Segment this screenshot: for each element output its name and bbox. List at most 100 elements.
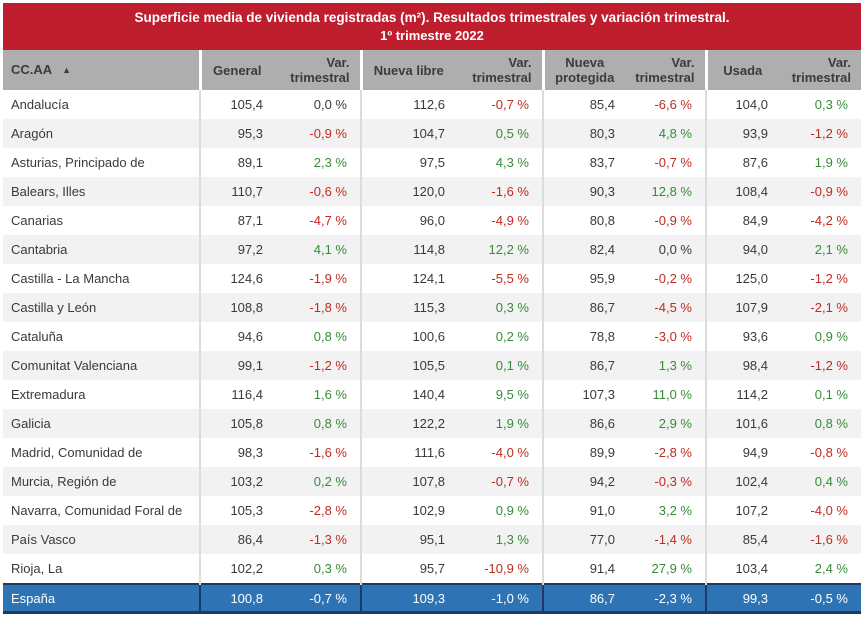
- cell-var-nueva-libre: 0,2 %: [455, 322, 543, 351]
- table-row: Canarias 87,1 -4,7 % 96,0 -4,9 % 80,8 -0,9 % 84…: [3, 206, 861, 235]
- cell-var-usada: 1,9 %: [778, 148, 861, 177]
- cell-nueva-libre: 114,8: [360, 235, 455, 264]
- column-header-nueva-protegida[interactable]: Nueva protegida: [541, 50, 625, 90]
- cell-nueva-protegida: 86,7: [542, 583, 625, 614]
- table-row: Cantabria 97,2 4,1 % 114,8 12,2 % 82,4 0,0 % 94…: [3, 235, 861, 264]
- region-name: Comunitat Valenciana: [3, 351, 200, 380]
- cell-general: 86,4: [199, 525, 273, 554]
- cell-var-general: 1,6 %: [273, 380, 361, 409]
- cell-var-nueva-protegida: -0,7 %: [625, 148, 706, 177]
- cell-nueva-protegida: 80,8: [542, 206, 625, 235]
- column-header-general[interactable]: General: [198, 50, 273, 90]
- cell-nueva-protegida: 77,0: [542, 525, 625, 554]
- cell-general: 94,6: [199, 322, 273, 351]
- cell-var-nueva-protegida: 27,9 %: [625, 554, 706, 584]
- cell-general: 102,2: [199, 554, 273, 584]
- cell-var-usada: 0,8 %: [778, 409, 861, 438]
- cell-general: 99,1: [199, 351, 273, 380]
- cell-var-nueva-protegida: 11,0 %: [625, 380, 706, 409]
- cell-var-nueva-protegida: 1,3 %: [625, 351, 706, 380]
- cell-var-usada: 0,1 %: [778, 380, 861, 409]
- cell-var-general: -2,8 %: [273, 496, 361, 525]
- region-name: Canarias: [3, 206, 200, 235]
- cell-var-nueva-protegida: -4,5 %: [625, 293, 706, 322]
- cell-var-usada: -4,0 %: [778, 496, 861, 525]
- cell-nueva-libre: 109,3: [360, 583, 455, 614]
- cell-usada: 107,9: [705, 293, 778, 322]
- region-name: Rioja, La: [3, 554, 200, 584]
- cell-nueva-libre: 95,7: [360, 554, 455, 584]
- cell-general: 97,2: [199, 235, 273, 264]
- table-body: Andalucía 105,4 0,0 % 112,6 -0,7 % 85,4 -6,6 %…: [3, 90, 861, 614]
- cell-var-nueva-protegida: 0,0 %: [625, 235, 706, 264]
- cell-nueva-protegida: 80,3: [542, 119, 625, 148]
- cell-nueva-protegida: 95,9: [542, 264, 625, 293]
- column-header-var-usada[interactable]: Var. trimestral: [778, 50, 861, 90]
- region-name: Murcia, Región de: [3, 467, 200, 496]
- cell-var-general: 4,1 %: [273, 235, 361, 264]
- cell-var-general: -0,6 %: [273, 177, 361, 206]
- cell-var-usada: -1,2 %: [778, 264, 861, 293]
- cell-var-usada: -1,2 %: [778, 119, 861, 148]
- column-header-row: CC.AA ▲ General Var. trimestral Nueva lib…: [3, 50, 861, 90]
- table-row: Galicia 105,8 0,8 % 122,2 1,9 % 86,6 2,9 % 101,…: [3, 409, 861, 438]
- cell-general: 105,8: [199, 409, 273, 438]
- cell-nueva-libre: 97,5: [360, 148, 455, 177]
- table-row: Rioja, La 102,2 0,3 % 95,7 -10,9 % 91,4 27,9 %…: [3, 554, 861, 584]
- table-row: Aragón 95,3 -0,9 % 104,7 0,5 % 80,3 4,8 % 93,9-…: [3, 119, 861, 148]
- cell-nueva-libre: 112,6: [360, 90, 455, 119]
- cell-nueva-libre: 104,7: [360, 119, 455, 148]
- cell-var-general: 0,0 %: [273, 90, 361, 119]
- region-name: Cataluña: [3, 322, 200, 351]
- cell-usada: 87,6: [705, 148, 778, 177]
- cell-var-general: -0,9 %: [273, 119, 361, 148]
- cell-general: 105,4: [199, 90, 273, 119]
- cell-nueva-libre: 120,0: [360, 177, 455, 206]
- cell-var-general: -1,6 %: [273, 438, 361, 467]
- cell-general: 116,4: [199, 380, 273, 409]
- cell-var-nueva-protegida: -2,8 %: [625, 438, 706, 467]
- region-name: Castilla - La Mancha: [3, 264, 200, 293]
- cell-nueva-protegida: 94,2: [542, 467, 625, 496]
- cell-nueva-protegida: 82,4: [542, 235, 625, 264]
- column-header-nueva-libre[interactable]: Nueva libre: [359, 50, 455, 90]
- table-row: Castilla - La Mancha 124,6 -1,9 % 124,1 -5,5…: [3, 264, 861, 293]
- cell-general: 95,3: [199, 119, 273, 148]
- cell-var-usada: 0,3 %: [778, 90, 861, 119]
- column-header-var-nueva-libre[interactable]: Var. trimestral: [455, 50, 543, 90]
- cell-var-usada: -0,8 %: [778, 438, 861, 467]
- cell-usada: 94,0: [705, 235, 778, 264]
- cell-nueva-protegida: 83,7: [542, 148, 625, 177]
- cell-general: 100,8: [199, 583, 273, 614]
- region-name: Asturias, Principado de: [3, 148, 200, 177]
- total-row-espana: España 100,8 -0,7 % 109,3 -1,0 % 86,7 -2,3 % 99…: [3, 583, 861, 614]
- cell-var-nueva-libre: -0,7 %: [455, 467, 543, 496]
- cell-var-general: 0,8 %: [273, 409, 361, 438]
- region-name: Castilla y León: [3, 293, 200, 322]
- table-row: Balears, Illes 110,7 -0,6 % 120,0 -1,6 % 90,3…: [3, 177, 861, 206]
- cell-nueva-protegida: 90,3: [542, 177, 625, 206]
- cell-var-nueva-libre: 0,5 %: [455, 119, 543, 148]
- cell-var-general: 0,2 %: [273, 467, 361, 496]
- cell-nueva-protegida: 86,7: [542, 293, 625, 322]
- cell-var-usada: -1,2 %: [778, 351, 861, 380]
- cell-var-nueva-libre: 0,1 %: [455, 351, 543, 380]
- cell-nueva-libre: 105,5: [360, 351, 455, 380]
- cell-var-nueva-libre: -5,5 %: [455, 264, 543, 293]
- cell-usada: 102,4: [705, 467, 778, 496]
- cell-general: 124,6: [199, 264, 273, 293]
- table-row: Andalucía 105,4 0,0 % 112,6 -0,7 % 85,4 -6,6 %…: [3, 90, 861, 119]
- cell-nueva-libre: 124,1: [360, 264, 455, 293]
- cell-nueva-protegida: 91,0: [542, 496, 625, 525]
- cell-usada: 85,4: [705, 525, 778, 554]
- cell-var-nueva-libre: 12,2 %: [455, 235, 543, 264]
- region-name: Balears, Illes: [3, 177, 200, 206]
- cell-var-usada: -2,1 %: [778, 293, 861, 322]
- column-header-ccaa[interactable]: CC.AA ▲: [3, 50, 200, 90]
- cell-general: 98,3: [199, 438, 273, 467]
- column-header-var-general[interactable]: Var. trimestral: [273, 50, 361, 90]
- cell-var-nueva-protegida: -0,3 %: [625, 467, 706, 496]
- column-header-usada[interactable]: Usada: [704, 50, 778, 90]
- region-name: Navarra, Comunidad Foral de: [3, 496, 200, 525]
- column-header-var-nueva-protegida[interactable]: Var. trimestral: [625, 50, 706, 90]
